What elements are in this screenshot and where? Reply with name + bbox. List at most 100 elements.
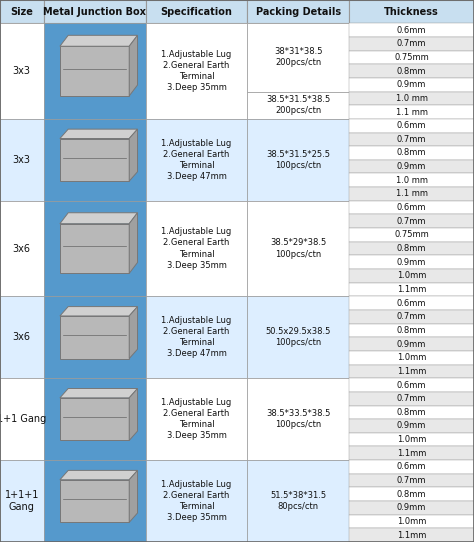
- Bar: [349, 474, 474, 487]
- Text: 1.0mm: 1.0mm: [397, 517, 426, 526]
- Polygon shape: [129, 35, 137, 96]
- Bar: [349, 515, 474, 528]
- Text: 38.5*33.5*38.5
100pcs/ctn: 38.5*33.5*38.5 100pcs/ctn: [266, 409, 330, 429]
- Bar: [44, 460, 146, 542]
- Polygon shape: [60, 307, 137, 316]
- Bar: [60, 480, 129, 522]
- Bar: [349, 501, 474, 515]
- Bar: [146, 296, 247, 378]
- Bar: [146, 23, 247, 119]
- Bar: [349, 119, 474, 132]
- Bar: [349, 173, 474, 187]
- Bar: [247, 296, 349, 378]
- Bar: [349, 378, 474, 392]
- Bar: [349, 105, 474, 119]
- Text: 0.9mm: 0.9mm: [397, 340, 426, 349]
- Text: 3x3: 3x3: [13, 66, 31, 76]
- Text: 1.Adjustable Lug
2.General Earth
Terminal
3.Deep 35mm: 1.Adjustable Lug 2.General Earth Termina…: [161, 398, 232, 440]
- Bar: [146, 119, 247, 201]
- Bar: [349, 187, 474, 201]
- Bar: [349, 487, 474, 501]
- Text: 1.Adjustable Lug
2.General Earth
Terminal
3.Deep 47mm: 1.Adjustable Lug 2.General Earth Termina…: [161, 316, 232, 358]
- Text: 38.5*31.5*38.5
200pcs/ctn: 38.5*31.5*38.5 200pcs/ctn: [266, 95, 330, 115]
- Text: 3x6: 3x6: [13, 332, 31, 342]
- Text: Packing Details: Packing Details: [256, 7, 341, 17]
- Text: 0.9mm: 0.9mm: [397, 422, 426, 430]
- Bar: [349, 392, 474, 405]
- Bar: [349, 160, 474, 173]
- Bar: [349, 528, 474, 542]
- Text: Thickness: Thickness: [384, 7, 439, 17]
- Text: 38*31*38.5
200pcs/ctn: 38*31*38.5 200pcs/ctn: [274, 47, 323, 68]
- Bar: [349, 23, 474, 37]
- Text: 1.1mm: 1.1mm: [397, 449, 426, 458]
- Bar: [0, 119, 44, 201]
- Text: 1+1 Gang: 1+1 Gang: [0, 414, 46, 424]
- Bar: [146, 460, 247, 542]
- Text: 1.1mm: 1.1mm: [397, 285, 426, 294]
- Text: 1.1mm: 1.1mm: [397, 367, 426, 376]
- Polygon shape: [129, 307, 137, 359]
- Text: Metal Junction Box: Metal Junction Box: [43, 7, 146, 17]
- Polygon shape: [60, 35, 137, 46]
- Text: 0.75mm: 0.75mm: [394, 230, 429, 240]
- Bar: [44, 0, 146, 23]
- Bar: [146, 201, 247, 296]
- Text: 50.5x29.5x38.5
100pcs/ctn: 50.5x29.5x38.5 100pcs/ctn: [266, 327, 331, 347]
- Text: 0.7mm: 0.7mm: [397, 217, 427, 225]
- Text: 0.6mm: 0.6mm: [397, 25, 427, 35]
- Bar: [60, 139, 129, 181]
- Text: 0.8mm: 0.8mm: [397, 408, 427, 417]
- Text: 1.Adjustable Lug
2.General Earth
Terminal
3.Deep 35mm: 1.Adjustable Lug 2.General Earth Termina…: [161, 228, 232, 270]
- Text: 1.0 mm: 1.0 mm: [396, 176, 428, 185]
- Bar: [0, 201, 44, 296]
- Text: 38.5*31.5*25.5
100pcs/ctn: 38.5*31.5*25.5 100pcs/ctn: [266, 150, 330, 170]
- Bar: [44, 378, 146, 460]
- Bar: [60, 224, 129, 273]
- Polygon shape: [60, 213, 137, 224]
- Bar: [349, 255, 474, 269]
- Text: 0.9mm: 0.9mm: [397, 162, 426, 171]
- Polygon shape: [129, 470, 137, 522]
- Text: 0.8mm: 0.8mm: [397, 490, 427, 499]
- Text: 1.Adjustable Lug
2.General Earth
Terminal
3.Deep 47mm: 1.Adjustable Lug 2.General Earth Termina…: [161, 139, 232, 181]
- Bar: [349, 365, 474, 378]
- Bar: [44, 23, 146, 119]
- Text: 0.9mm: 0.9mm: [397, 504, 426, 512]
- Bar: [60, 398, 129, 441]
- Text: Size: Size: [10, 7, 33, 17]
- Text: 1.1 mm: 1.1 mm: [396, 190, 428, 198]
- Text: 0.6mm: 0.6mm: [397, 462, 427, 472]
- Text: 0.6mm: 0.6mm: [397, 380, 427, 390]
- Text: 1.1 mm: 1.1 mm: [396, 107, 428, 117]
- Text: 0.7mm: 0.7mm: [397, 312, 427, 321]
- Text: 0.75mm: 0.75mm: [394, 53, 429, 62]
- Bar: [349, 460, 474, 474]
- Text: 1.1mm: 1.1mm: [397, 531, 426, 540]
- Text: 51.5*38*31.5
80pcs/ctn: 51.5*38*31.5 80pcs/ctn: [270, 491, 327, 511]
- Bar: [349, 296, 474, 310]
- Bar: [349, 64, 474, 78]
- Bar: [146, 378, 247, 460]
- Text: 3x3: 3x3: [13, 155, 31, 165]
- Text: 0.9mm: 0.9mm: [397, 257, 426, 267]
- Text: 0.8mm: 0.8mm: [397, 244, 427, 253]
- Bar: [247, 119, 349, 201]
- Bar: [0, 296, 44, 378]
- Bar: [44, 296, 146, 378]
- Bar: [349, 132, 474, 146]
- Bar: [44, 119, 146, 201]
- Bar: [349, 324, 474, 337]
- Bar: [0, 23, 44, 119]
- Bar: [0, 460, 44, 542]
- Text: 0.8mm: 0.8mm: [397, 149, 427, 158]
- Bar: [349, 269, 474, 283]
- Bar: [349, 433, 474, 447]
- Polygon shape: [60, 470, 137, 480]
- Bar: [349, 50, 474, 64]
- Text: 1.0mm: 1.0mm: [397, 353, 426, 362]
- Polygon shape: [60, 389, 137, 398]
- Bar: [349, 0, 474, 23]
- Bar: [349, 351, 474, 365]
- Bar: [247, 378, 349, 460]
